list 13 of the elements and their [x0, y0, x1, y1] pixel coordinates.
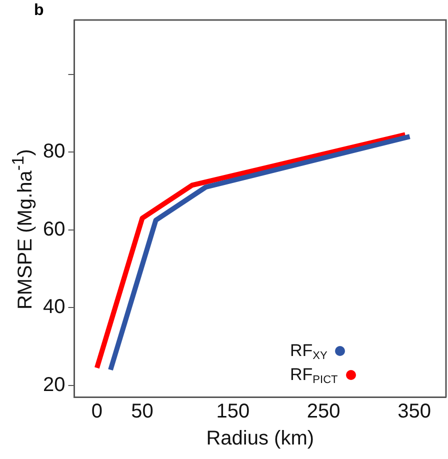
y-tick-label: 80 — [42, 140, 66, 163]
text: b — [34, 2, 44, 20]
y-tick-label: 60 — [42, 218, 66, 240]
y-tick-label: 20 — [42, 374, 66, 396]
x-tick-label: 350 — [398, 400, 431, 423]
y-tick-label: 40 — [42, 296, 66, 318]
x-tick-label: 150 — [216, 400, 250, 423]
legend-label: RF$_{XY}$ — [290, 340, 328, 362]
legend-label: RF$_{PICT}$ — [290, 364, 338, 386]
x-tick-label: 0 — [91, 400, 102, 423]
x-tick-label: 50 — [131, 400, 154, 423]
x-axis-title: Radius (km) — [206, 428, 314, 450]
x-tick-label: 250 — [306, 400, 340, 423]
